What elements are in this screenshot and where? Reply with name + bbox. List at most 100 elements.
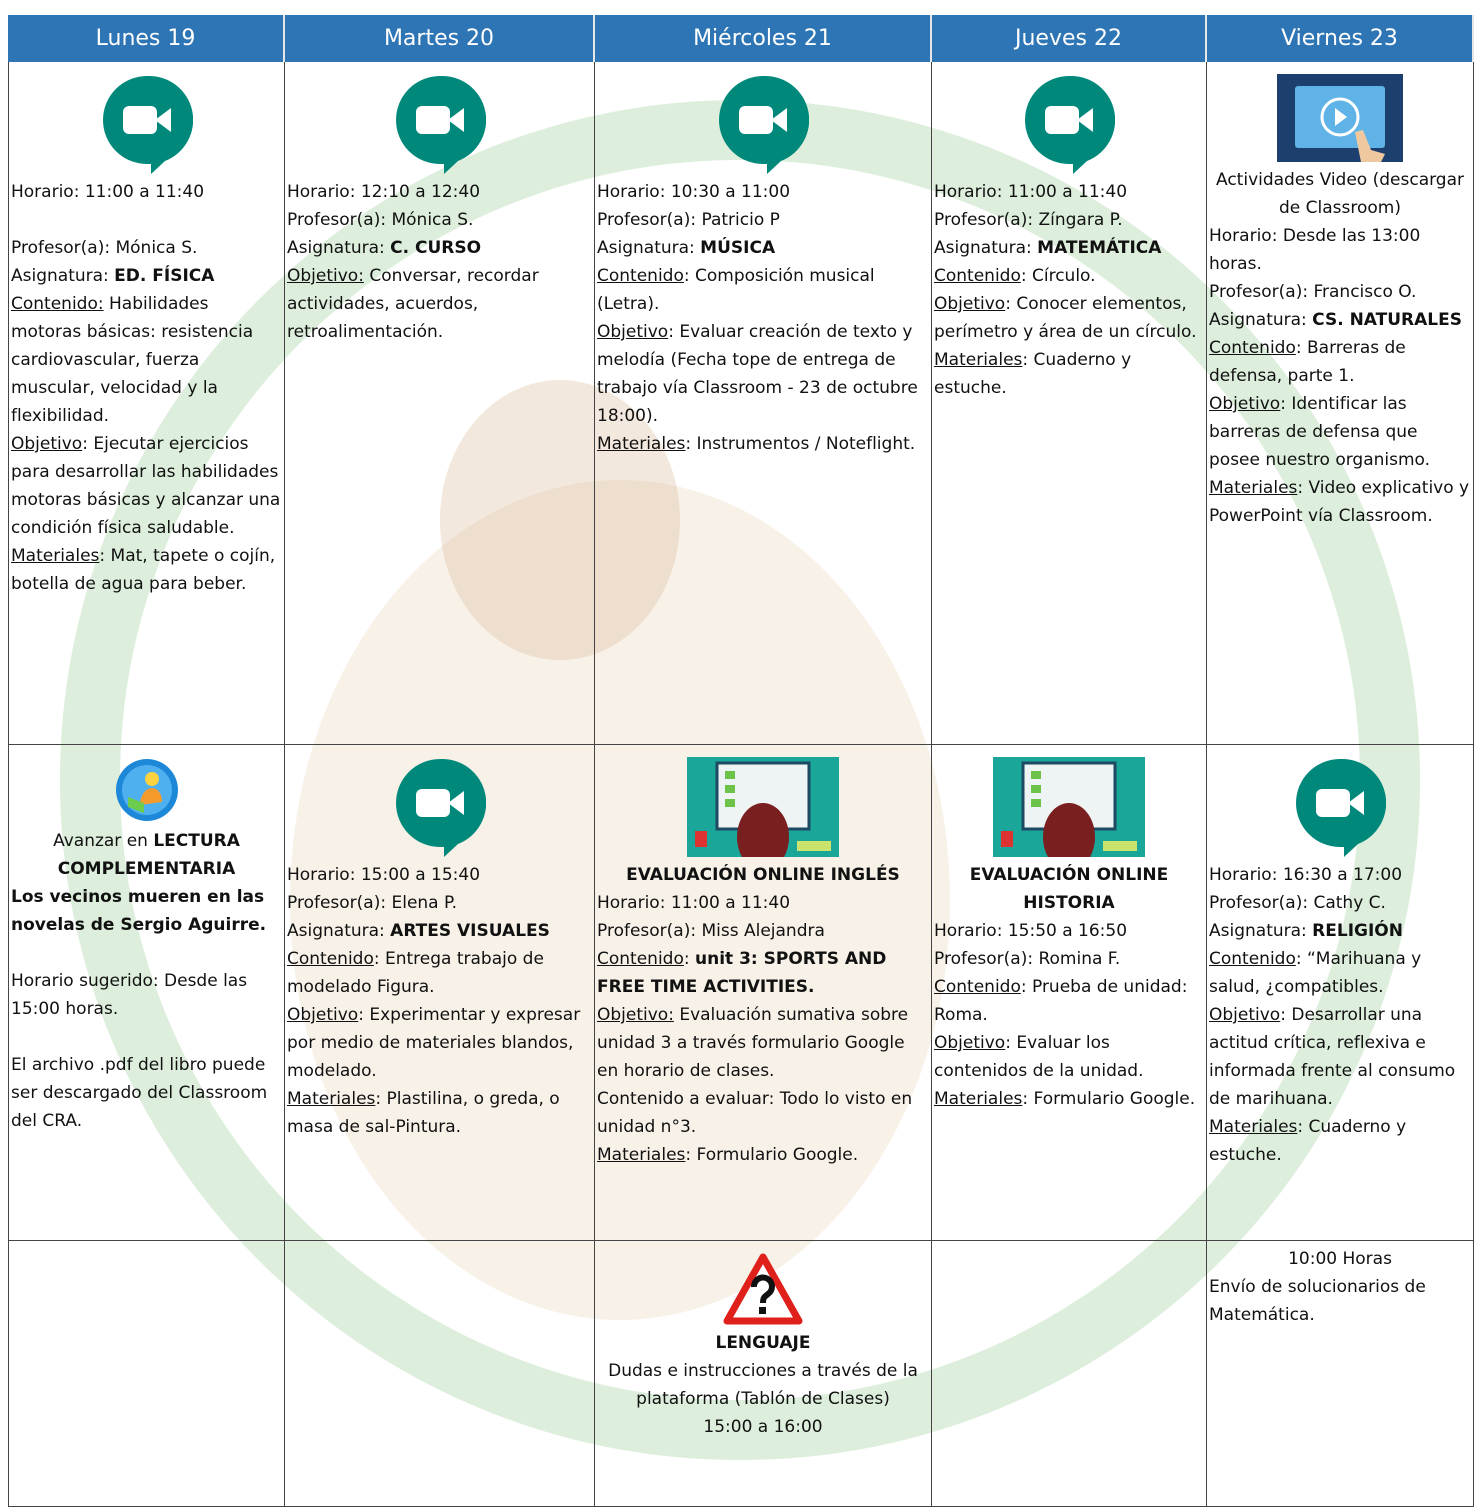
icon-meet bbox=[102, 75, 193, 174]
cell-heading: EVALUACIÓN ONLINE INGLÉS bbox=[597, 861, 929, 889]
icon-computer bbox=[687, 757, 839, 857]
text-block: Horario: 11:00 a 11:40 Profesor(a): Zínga… bbox=[934, 178, 1204, 402]
text: : Prueba de unidad: Roma. bbox=[934, 977, 1188, 1025]
schedule-cell bbox=[8, 1241, 285, 1507]
text-block: Horario: Desde las 13:00 horas. Profesor(… bbox=[1209, 222, 1471, 530]
schedule-cell: Horario: 11:00 a 11:40 Profesor(a): Zínga… bbox=[932, 62, 1207, 745]
paragraph: Materiales: Cuaderno y estuche. bbox=[1209, 1113, 1471, 1169]
text: Evaluación sumativa sobre unidad 3 a tra… bbox=[597, 1005, 909, 1081]
paragraph: Materiales: Video explicativo y PowerPoi… bbox=[1209, 474, 1471, 530]
schedule-cell: Actividades Video (descargar de Classroo… bbox=[1207, 62, 1474, 745]
schedule-cell: Avanzar en LECTURA COMPLEMENTARIA Los vec… bbox=[8, 745, 285, 1241]
field-label: Contenido bbox=[287, 949, 374, 969]
paragraph: Contenido: Entrega trabajo de modelado F… bbox=[287, 945, 592, 1001]
field-label: Objetivo bbox=[1209, 1005, 1281, 1025]
cell-heading: EVALUACIÓN ONLINE HISTORIA bbox=[934, 861, 1204, 917]
paragraph: EVALUACIÓN ONLINE HISTORIA bbox=[934, 861, 1204, 917]
paragraph: Envío de solucionarios de Matemática. bbox=[1209, 1273, 1471, 1329]
bold-text: EVALUACIÓN ONLINE HISTORIA bbox=[969, 865, 1169, 913]
text: : Evaluar los contenidos de la unidad. bbox=[934, 1033, 1144, 1081]
text: Horario: Desde las 13:00 horas. bbox=[1209, 226, 1421, 274]
paragraph: Materiales: Cuaderno y estuche. bbox=[934, 346, 1204, 402]
icon-reader bbox=[115, 759, 178, 821]
text-block: Envío de solucionarios de Matemática. bbox=[1209, 1273, 1471, 1329]
cell-heading: Avanzar en LECTURA COMPLEMENTARIA bbox=[11, 827, 282, 883]
text: Profesor(a): Patricio P bbox=[597, 210, 780, 230]
bold-text: MÚSICA bbox=[700, 238, 776, 258]
field-label: Contenido: bbox=[11, 294, 104, 314]
icon-meet bbox=[395, 75, 486, 174]
field-label: Contenido bbox=[934, 977, 1021, 997]
day-header: Martes 20 bbox=[285, 15, 595, 62]
text: : Cuaderno y estuche. bbox=[934, 350, 1132, 398]
text: : Mat, tapete o cojín, botella de agua p… bbox=[11, 546, 276, 594]
paragraph: Asignatura: MATEMÁTICA bbox=[934, 234, 1204, 262]
text: 10:00 Horas bbox=[1288, 1249, 1392, 1269]
text: 15:00 a 16:00 bbox=[703, 1417, 823, 1437]
paragraph: El archivo .pdf del libro puede ser desc… bbox=[11, 1051, 282, 1135]
text: Profesor(a): Miss Alejandra bbox=[597, 921, 825, 941]
schedule-cell bbox=[932, 1241, 1207, 1507]
text: : Círculo. bbox=[1020, 266, 1096, 286]
paragraph: Dudas e instrucciones a través de la pla… bbox=[597, 1357, 929, 1413]
field-label: Objetivo bbox=[11, 434, 83, 454]
text: Horario: 11:00 a 11:40 bbox=[934, 182, 1128, 202]
text: Envío de solucionarios de Matemática. bbox=[1209, 1277, 1426, 1325]
schedule-cell: 10:00 Horas Envío de solucionarios de Mat… bbox=[1207, 1241, 1474, 1507]
text: Horario: 11:00 a 11:40 bbox=[597, 893, 791, 913]
field-label: Materiales bbox=[934, 350, 1023, 370]
paragraph: Asignatura: ED. FÍSICA bbox=[11, 262, 282, 290]
field-label: Objetivo bbox=[934, 1033, 1006, 1053]
paragraph: Los vecinos mueren en las novelas de Ser… bbox=[11, 883, 282, 939]
paragraph: Asignatura: RELIGIÓN bbox=[1209, 917, 1471, 945]
field-label: Contenido bbox=[597, 266, 684, 286]
text: : Ejecutar ejercicios para desarrollar l… bbox=[11, 434, 281, 538]
paragraph: Horario: 11:00 a 11:40 bbox=[934, 178, 1204, 206]
text: : “Marihuana y salud, ¿compatibles. bbox=[1209, 949, 1422, 997]
paragraph: Asignatura: CS. NATURALES bbox=[1209, 306, 1471, 334]
paragraph: Asignatura: ARTES VISUALES bbox=[287, 917, 592, 945]
paragraph: LENGUAJE bbox=[597, 1329, 929, 1357]
paragraph: Materiales: Instrumentos / Noteflight. bbox=[597, 430, 929, 458]
text: Profesor(a): Mónica S. bbox=[11, 238, 198, 258]
bold-text: ED. FÍSICA bbox=[114, 266, 215, 286]
bold-text: ARTES VISUALES bbox=[390, 921, 550, 941]
day-header: Jueves 22 bbox=[932, 15, 1207, 62]
paragraph: Horario: 10:30 a 11:00 bbox=[597, 178, 929, 206]
schedule-cell: Horario: 15:00 a 15:40 Profesor(a): Elena… bbox=[285, 745, 595, 1241]
text: Asignatura: bbox=[934, 238, 1038, 258]
text: Actividades Video (descargar de Classroo… bbox=[1216, 170, 1464, 218]
paragraph: Profesor(a): Zíngara P. bbox=[934, 206, 1204, 234]
text: Horario: 11:00 a 11:40 bbox=[11, 182, 205, 202]
day-header: Viernes 23 bbox=[1207, 15, 1474, 62]
paragraph: Profesor(a): Miss Alejandra bbox=[597, 917, 929, 945]
paragraph: Objetivo: Conversar, recordar actividade… bbox=[287, 262, 592, 346]
paragraph: Objetivo: Conocer elementos, perímetro y… bbox=[934, 290, 1204, 346]
text: Asignatura: bbox=[11, 266, 115, 286]
schedule-cell: Horario: 10:30 a 11:00 Profesor(a): Patri… bbox=[595, 62, 932, 745]
text-block: Los vecinos mueren en las novelas de Ser… bbox=[11, 883, 282, 939]
text: Profesor(a): Cathy C. bbox=[1209, 893, 1386, 913]
bold-text: MATEMÁTICA bbox=[1037, 238, 1162, 258]
bold-text: LENGUAJE bbox=[715, 1333, 811, 1353]
bold-text: unit 3: SPORTS AND FREE TIME ACTIVITIES. bbox=[597, 949, 887, 997]
text: Horario: 15:00 a 15:40 bbox=[287, 865, 481, 885]
paragraph: Avanzar en LECTURA COMPLEMENTARIA bbox=[11, 827, 282, 883]
bold-text: C. CURSO bbox=[390, 238, 482, 258]
text: Asignatura: bbox=[287, 238, 391, 258]
text: : bbox=[683, 949, 695, 969]
paragraph: Horario: 11:00 a 11:40 bbox=[11, 178, 282, 206]
text: : Formulario Google. bbox=[685, 1145, 859, 1165]
text: Profesor(a): Francisco O. bbox=[1209, 282, 1417, 302]
text: El archivo .pdf del libro puede ser desc… bbox=[11, 1055, 268, 1131]
text: Horario sugerido: Desde las 15:00 horas. bbox=[11, 971, 248, 1019]
paragraph: 15:00 a 16:00 bbox=[597, 1413, 929, 1441]
paragraph: Horario: 11:00 a 11:40 bbox=[597, 889, 929, 917]
schedule-cell bbox=[285, 1241, 595, 1507]
text: : Barreras de defensa, parte 1. bbox=[1209, 338, 1406, 386]
paragraph: Horario: 16:30 a 17:00 bbox=[1209, 861, 1471, 889]
paragraph: Contenido a evaluar: Todo lo visto en un… bbox=[597, 1085, 929, 1141]
paragraph: Contenido: Habilidades motoras básicas: … bbox=[11, 290, 282, 430]
paragraph: Profesor(a): Cathy C. bbox=[1209, 889, 1471, 917]
paragraph: Horario: Desde las 13:00 horas. bbox=[1209, 222, 1471, 278]
